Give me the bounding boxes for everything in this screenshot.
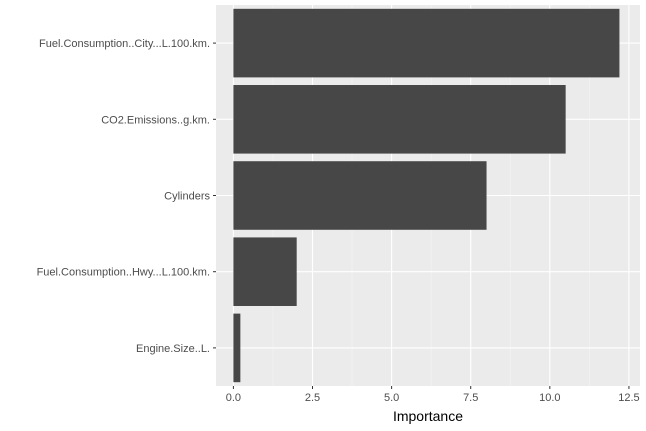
bar bbox=[233, 8, 620, 78]
y-tick-label: Fuel.Consumption..City...L.100.km. bbox=[39, 38, 210, 50]
y-tick-label: Engine.Size..L. bbox=[136, 343, 210, 355]
x-axis-title: Importance bbox=[393, 408, 463, 424]
y-tick-label: Fuel.Consumption..Hwy...L.100.km. bbox=[37, 267, 210, 279]
x-tick-label: 7.5 bbox=[463, 392, 478, 404]
bar bbox=[233, 161, 487, 230]
bar bbox=[233, 313, 241, 383]
y-tick-label: CO2.Emissions..g.km. bbox=[101, 114, 210, 126]
x-tick-label: 12.5 bbox=[618, 392, 639, 404]
x-tick-label: 0.0 bbox=[226, 392, 241, 404]
x-tick-label: 10.0 bbox=[539, 392, 560, 404]
x-axis: 0.0 2.5 5.0 7.5 10.0 12.5 bbox=[226, 386, 640, 404]
bars bbox=[233, 8, 620, 383]
bar bbox=[233, 237, 297, 306]
x-tick-label: 5.0 bbox=[384, 392, 399, 404]
x-tick-label: 2.5 bbox=[305, 392, 320, 404]
y-axis: Fuel.Consumption..City...L.100.km. CO2.Em… bbox=[37, 38, 216, 355]
bar bbox=[233, 85, 566, 154]
y-tick-label: Cylinders bbox=[164, 191, 210, 203]
